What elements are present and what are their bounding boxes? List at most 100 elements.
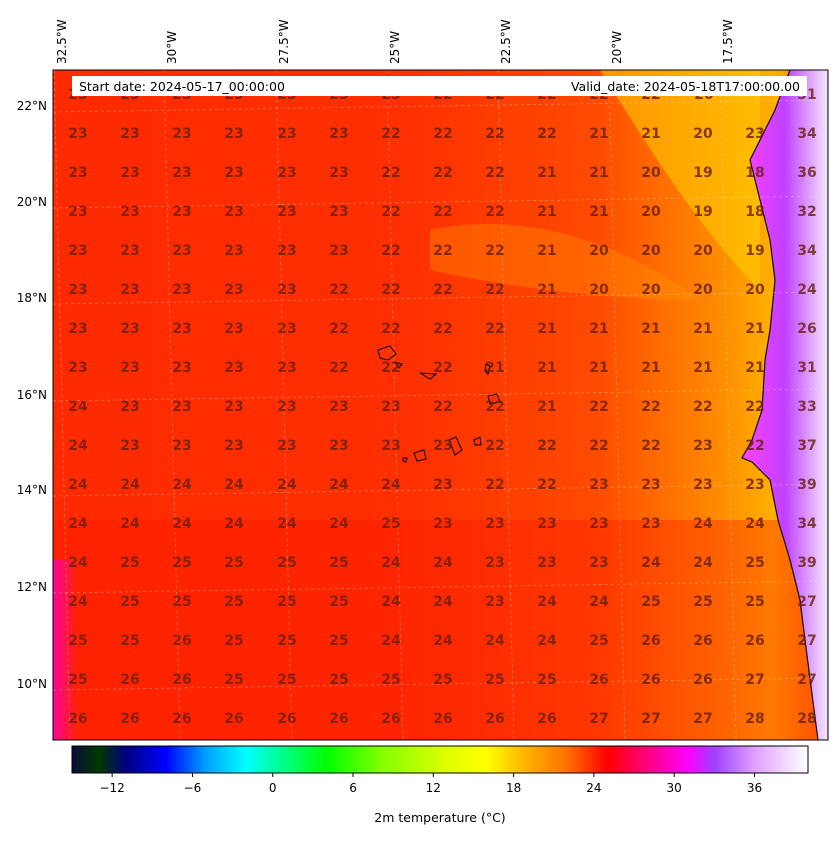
grid-value: 21: [537, 282, 556, 298]
grid-value: 21: [537, 165, 556, 181]
grid-value: 26: [224, 711, 243, 727]
island: [413, 449, 427, 462]
grid-value: 27: [797, 633, 816, 649]
grid-value: 19: [693, 204, 712, 220]
grid-value: 25: [277, 672, 296, 688]
header-bar: [72, 76, 807, 96]
grid-value: 24: [381, 594, 401, 610]
grid-value: 24: [224, 477, 244, 493]
grid-value: 24: [433, 594, 453, 610]
grid-value: 25: [224, 555, 243, 571]
grid-value: 26: [329, 711, 348, 727]
grid-value: 34: [797, 243, 817, 259]
colorbar-tick: 30: [667, 781, 682, 795]
grid-value: 24: [172, 477, 192, 493]
grid-value: 36: [797, 165, 816, 181]
grid-value: 23: [277, 243, 296, 259]
grid-value: 28: [797, 711, 816, 727]
grid-value: 20: [641, 282, 661, 298]
grid-value: 25: [485, 672, 504, 688]
grid-value: 24: [68, 516, 88, 532]
colorbar-tick: 12: [426, 781, 441, 795]
start-date-label: Start date: 2024-05-17_00:00:00: [79, 79, 285, 94]
grid-value: 23: [277, 282, 296, 298]
grid-value: 22: [641, 438, 660, 454]
grid-value: 23: [224, 399, 243, 415]
longitude-labels: 32.5°W 30°W 27.5°W 25°W 22.5°W 20°W 17.5°W: [55, 19, 735, 64]
grid-value: 23: [172, 243, 191, 259]
grid-value: 22: [381, 282, 400, 298]
grid-value: 23: [381, 399, 400, 415]
grid-value: 24: [68, 438, 88, 454]
grid-value: 22: [589, 438, 608, 454]
longitude-label: 27.5°W: [277, 19, 291, 64]
grid-value: 23: [120, 399, 139, 415]
grid-value: 23: [485, 594, 504, 610]
island: [377, 345, 397, 361]
grid-value: 33: [797, 399, 816, 415]
grid-value: 25: [537, 672, 556, 688]
grid-value: 26: [381, 711, 400, 727]
grid-value: 23: [224, 243, 243, 259]
grid-value: 18: [745, 204, 764, 220]
grid-value: 22: [745, 438, 764, 454]
grid-value: 22: [693, 399, 712, 415]
grid-value: 19: [693, 165, 712, 181]
grid-value: 22: [641, 399, 660, 415]
grid-value: 31: [797, 360, 816, 376]
grid-value: 24: [381, 633, 401, 649]
grid-value: 26: [589, 672, 608, 688]
grid-value: 19: [745, 243, 764, 259]
grid-value: 24: [224, 516, 244, 532]
grid-value: 23: [68, 204, 87, 220]
grid-value: 26: [120, 711, 139, 727]
grid-value: 25: [329, 633, 348, 649]
grid-value: 23: [172, 360, 191, 376]
grid-value: 24: [537, 594, 557, 610]
grid-value: 24: [68, 399, 88, 415]
grid-value: 22: [537, 126, 556, 142]
grid-value: 25: [68, 633, 87, 649]
map-panel: 23 23 23 23 23 23 23 22 22 22 22 22 20 31 23 23 23 23 23 23…: [53, 70, 828, 740]
grid-value: 18: [745, 165, 764, 181]
grid-value: 23: [329, 438, 348, 454]
grid-value: 24: [745, 516, 765, 532]
grid-value: 25: [589, 633, 608, 649]
grid-value: 22: [485, 204, 504, 220]
colorbar-tick: 24: [586, 781, 601, 795]
grid-value: 25: [745, 594, 764, 610]
grid-value: 21: [589, 126, 608, 142]
grid-value: 24: [485, 633, 505, 649]
grid-value: 23: [381, 438, 400, 454]
grid-value: 22: [485, 399, 504, 415]
grid-value: 24: [68, 477, 88, 493]
grid-value: 22: [433, 399, 452, 415]
grid-value: 26: [641, 672, 660, 688]
grid-value: 22: [381, 165, 400, 181]
grid-value: 26: [693, 672, 712, 688]
grid-value: 27: [641, 711, 660, 727]
grid-value: 23: [68, 282, 87, 298]
grid-value: 22: [433, 204, 452, 220]
island: [419, 372, 438, 380]
grid-value: 22: [433, 282, 452, 298]
colorbar-tick: 6: [349, 781, 357, 795]
grid-value: 23: [329, 126, 348, 142]
grid-value: 21: [537, 360, 556, 376]
longitude-label: 17.5°W: [721, 19, 735, 64]
grid-value: 23: [329, 243, 348, 259]
valid-date-label: Valid_date: 2024-05-18T17:00:00.00: [571, 79, 800, 94]
latitude-label: 16°N: [17, 388, 47, 402]
grid-value: 23: [485, 516, 504, 532]
grid-value: 23: [693, 477, 712, 493]
grid-value: 21: [537, 399, 556, 415]
grid-value: 21: [693, 360, 712, 376]
longitude-label: 32.5°W: [55, 19, 69, 64]
grid-value: 23: [277, 438, 296, 454]
grid-value: 26: [485, 711, 504, 727]
grid-value: 23: [433, 477, 452, 493]
grid-value: 23: [120, 360, 139, 376]
africa-landmass: [741, 70, 828, 740]
grid-value: 22: [485, 243, 504, 259]
island: [402, 457, 408, 463]
